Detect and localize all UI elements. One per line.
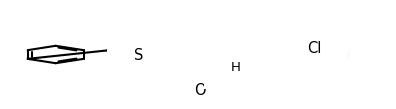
Text: N: N [280,52,291,67]
Text: O: O [194,83,206,98]
Text: Cl: Cl [307,41,322,56]
Text: H: H [230,61,240,74]
Text: N: N [230,48,241,63]
Text: S: S [133,48,143,63]
